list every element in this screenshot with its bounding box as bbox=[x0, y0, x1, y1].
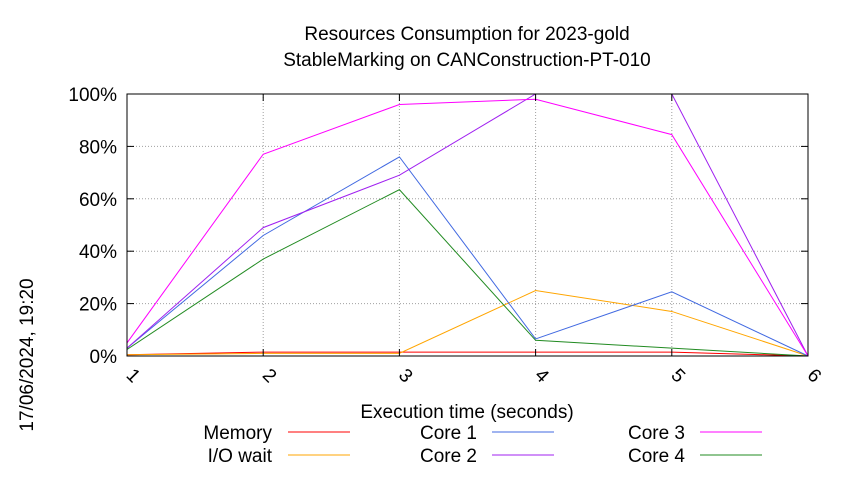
series-line-core-2 bbox=[126, 93, 809, 357]
y-tick-label: 60% bbox=[79, 190, 117, 211]
series-line-core-4 bbox=[126, 189, 809, 357]
x-tick-label: 5 bbox=[667, 365, 689, 387]
legend-label-core-1: Core 1 bbox=[420, 423, 477, 444]
chart-title-line-1: Resources Consumption for 2023-gold bbox=[304, 24, 629, 45]
ticks: 0% 20% 40% 60% 80% 100% 1 2 3 4 5 6 bbox=[68, 85, 825, 388]
y-tick-label: 0% bbox=[90, 347, 118, 368]
chart-title-line-2: StableMarking on CANConstruction-PT-010 bbox=[283, 50, 651, 71]
x-axis-label: Execution time (seconds) bbox=[360, 402, 573, 423]
x-tick-label: 2 bbox=[258, 365, 280, 387]
series-lines bbox=[126, 93, 809, 357]
plot-frame bbox=[126, 93, 809, 357]
y-tick-label: 80% bbox=[79, 137, 117, 158]
x-tick-label: 1 bbox=[122, 365, 144, 387]
y-tick-label: 40% bbox=[79, 242, 117, 263]
legend-label-memory: Memory bbox=[203, 423, 272, 444]
x-tick-label: 3 bbox=[394, 365, 416, 387]
legend-label-core-2: Core 2 bbox=[420, 446, 477, 467]
x-tick-label: 6 bbox=[803, 365, 825, 387]
series-line-core-3 bbox=[126, 98, 809, 357]
x-tick-label: 4 bbox=[530, 365, 553, 388]
y-tick-label: 100% bbox=[68, 85, 117, 106]
series-line-memory bbox=[126, 351, 809, 357]
legend-label-core-3: Core 3 bbox=[628, 423, 685, 444]
y-tick-label: 20% bbox=[79, 295, 117, 316]
series-line-i-o-wait bbox=[126, 289, 809, 357]
timestamp-label: 17/06/2024, 19:20 bbox=[17, 278, 38, 431]
grid bbox=[127, 94, 808, 356]
legend-label-core-4: Core 4 bbox=[628, 446, 685, 467]
legend-label-i-o-wait: I/O wait bbox=[208, 446, 273, 467]
series-line-core-1 bbox=[126, 156, 809, 357]
